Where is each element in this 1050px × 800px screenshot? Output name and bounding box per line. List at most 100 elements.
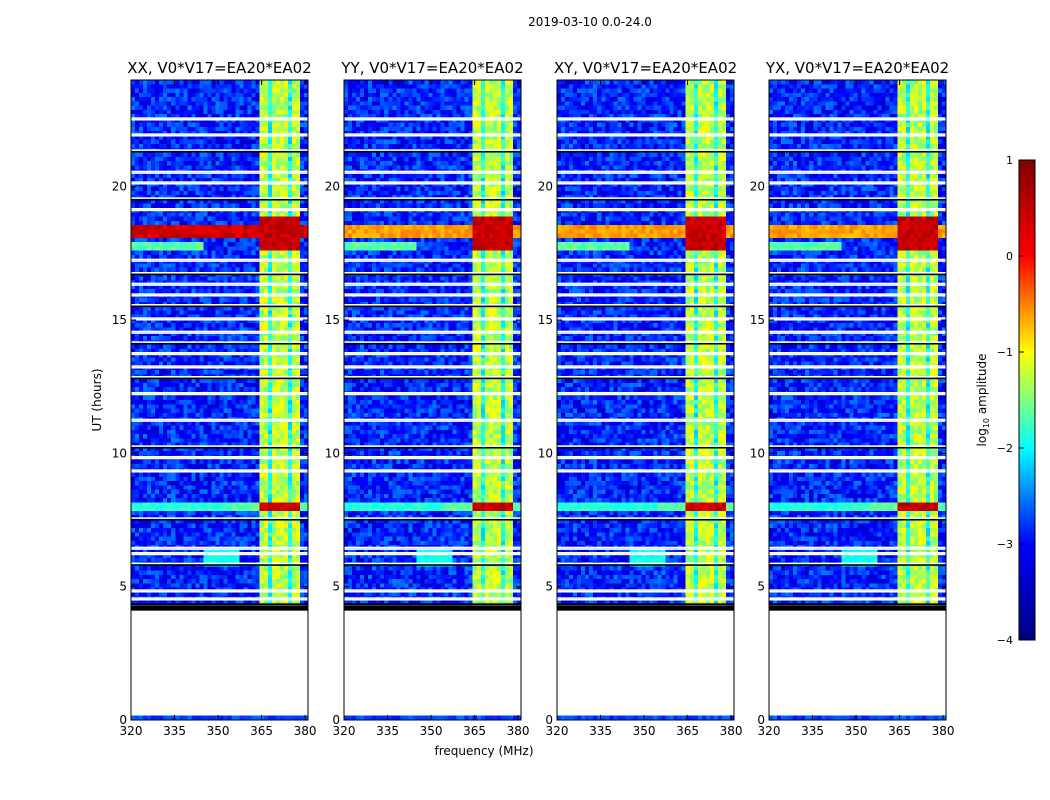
heat-cell: [211, 472, 217, 478]
heat-cell: [259, 442, 265, 448]
heat-cell: [179, 314, 184, 320]
heat-cell: [183, 318, 188, 324]
heat-cell: [207, 489, 213, 495]
heat-cell: [299, 502, 305, 508]
heat-cell: [207, 336, 213, 341]
heat-cell: [171, 242, 176, 247]
heat-cell: [299, 323, 305, 329]
heat-cell: [235, 498, 241, 503]
heat-cell: [247, 126, 253, 132]
heat-cell: [207, 464, 213, 469]
heat-cell: [271, 118, 277, 124]
heat-cell: [203, 553, 209, 559]
heat-cell: [295, 489, 301, 495]
heat-cell: [203, 370, 209, 375]
heat-cell: [155, 540, 160, 546]
heat-cell: [267, 451, 273, 457]
heat-cell: [299, 165, 305, 171]
heat-cell: [263, 203, 269, 209]
heat-cell: [299, 498, 305, 503]
heat-cell: [247, 553, 253, 559]
heat-cell: [299, 357, 305, 363]
heat-cell: [223, 233, 229, 239]
heat-cell: [199, 344, 205, 350]
heat-cell: [179, 400, 184, 405]
heat-cell: [195, 553, 200, 559]
heat-cell: [183, 233, 188, 239]
heat-cell: [131, 216, 136, 222]
heat-cell: [303, 92, 309, 98]
heat-cell: [275, 182, 281, 188]
heat-cell: [247, 263, 253, 269]
heat-cell: [203, 139, 209, 145]
heat-cell: [243, 536, 249, 542]
heat-cell: [231, 485, 237, 491]
heat-cell: [231, 80, 237, 85]
heat-cell: [303, 485, 309, 491]
heat-cell: [295, 408, 301, 414]
heat-cell: [231, 476, 237, 482]
heat-cell: [171, 348, 176, 354]
heat-cell: [247, 250, 253, 256]
heat-cell: [219, 314, 225, 320]
heat-cell: [203, 122, 209, 128]
heat-cell: [227, 510, 233, 516]
heat-cell: [159, 532, 164, 538]
heat-cell: [303, 254, 309, 260]
heat-cell: [247, 395, 253, 401]
heat-cell: [147, 323, 152, 329]
heat-cell: [255, 254, 261, 260]
heat-cell: [267, 404, 273, 410]
heat-cell: [223, 199, 229, 205]
heat-cell: [151, 122, 156, 128]
heat-cell: [211, 404, 217, 410]
heat-cell: [275, 370, 281, 375]
heat-cell: [147, 173, 152, 179]
heat-cell: [163, 220, 168, 226]
heat-cell: [275, 395, 281, 401]
heat-cell: [199, 408, 205, 414]
heat-cell: [183, 408, 188, 414]
heat-cell: [135, 216, 140, 222]
heat-cell: [275, 528, 281, 533]
heat-cell: [279, 122, 285, 128]
heat-cell: [131, 549, 136, 555]
heat-cell: [295, 186, 301, 192]
heat-cell: [175, 382, 180, 388]
heat-cell: [299, 400, 305, 405]
heat-cell: [223, 348, 229, 354]
heat-cell: [255, 173, 261, 179]
heat-cell: [283, 263, 289, 269]
heat-cell: [279, 297, 285, 303]
heat-cell: [279, 327, 285, 333]
heat-cell: [207, 557, 213, 563]
heat-cell: [219, 506, 225, 512]
heat-cell: [171, 88, 176, 94]
heat-cell: [299, 88, 305, 94]
heat-cell: [171, 314, 176, 320]
heat-cell: [243, 549, 249, 555]
heat-cell: [267, 97, 273, 102]
heat-cell: [191, 92, 196, 98]
heat-cell: [275, 442, 281, 448]
heat-cell: [167, 212, 172, 218]
heat-cell: [267, 310, 273, 316]
heat-cell: [191, 118, 196, 124]
heat-cell: [183, 212, 188, 218]
heat-cell: [267, 105, 273, 111]
heat-cell: [131, 378, 136, 384]
heat-cell: [243, 284, 249, 290]
heat-cell: [235, 250, 241, 256]
heat-cell: [195, 182, 200, 188]
heat-cell: [295, 361, 301, 367]
heat-cell: [295, 404, 301, 410]
heat-cell: [223, 84, 229, 90]
heat-cell: [171, 318, 176, 324]
heat-cell: [231, 88, 237, 94]
heat-cell: [167, 476, 172, 482]
heat-cell: [147, 387, 152, 393]
heat-cell: [239, 101, 245, 107]
heat-cell: [223, 229, 229, 235]
heat-cell: [255, 327, 261, 333]
heat-cell: [187, 156, 192, 162]
